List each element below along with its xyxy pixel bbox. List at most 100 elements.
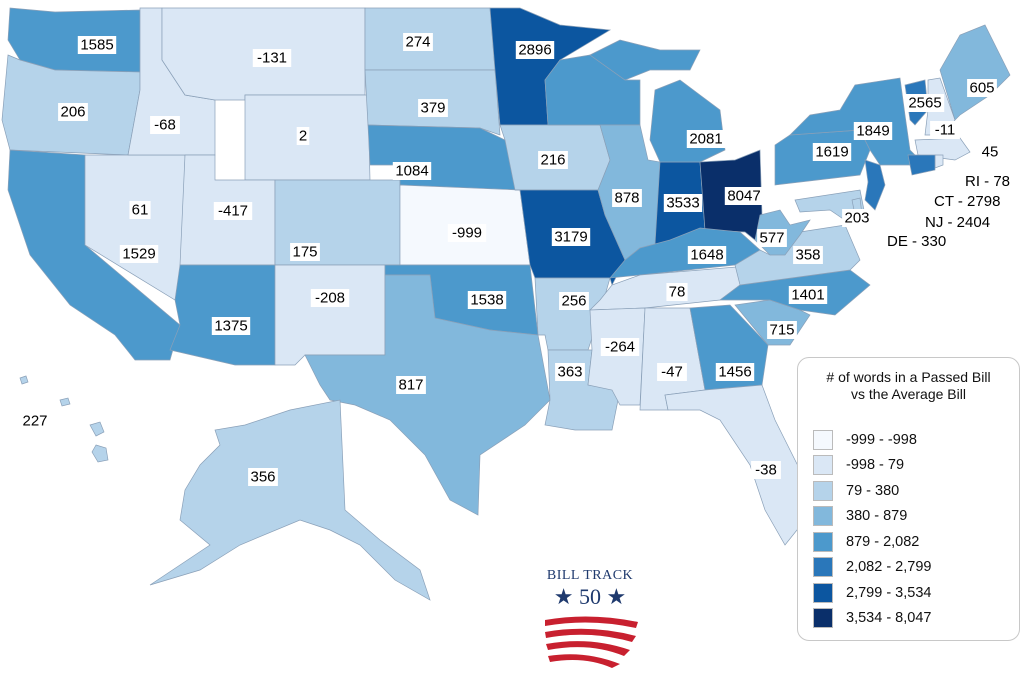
value-label-al: -47 (661, 364, 683, 381)
logo-number: ★ 50 ★ (553, 584, 627, 609)
value-label-tx: 817 (398, 377, 423, 394)
value-label-nm: -208 (315, 290, 345, 307)
legend: # of words in a Passed Bill vs the Avera… (797, 357, 1020, 641)
value-label-ms: -264 (605, 339, 635, 356)
value-label-bg (58, 103, 88, 121)
state-hi[interactable] (91, 444, 109, 463)
callout-label-ri: RI - 78 (965, 173, 1010, 190)
value-label-bg (559, 292, 589, 310)
value-label-nv: 61 (132, 202, 149, 219)
value-label-bg (213, 202, 253, 220)
value-label-bg (967, 79, 997, 97)
value-label-ne: 1084 (395, 163, 428, 180)
value-label-bg (447, 224, 487, 242)
value-label-va: 358 (795, 247, 820, 264)
value-label-wy: 2 (299, 128, 307, 145)
legend-swatch (813, 455, 833, 476)
value-label-bg (396, 376, 426, 394)
legend-item: 2,082 - 2,799 (813, 555, 1019, 581)
state-wi[interactable] (544, 54, 641, 126)
legend-label: 79 - 380 (846, 482, 900, 499)
legend-swatch (813, 506, 833, 527)
value-label-bg (538, 151, 568, 169)
value-label-bg (612, 189, 642, 207)
value-label-vt: 2565 (908, 95, 941, 112)
state-nm[interactable] (274, 264, 386, 366)
state-fl[interactable] (664, 384, 806, 546)
value-label-pa: 1619 (815, 144, 848, 161)
state-me[interactable] (939, 24, 1011, 121)
state-ky[interactable] (609, 227, 761, 279)
value-label-bg (129, 201, 151, 219)
value-label-bg (757, 229, 787, 247)
legend-swatch (813, 557, 833, 578)
state-mi[interactable] (589, 39, 701, 81)
state-ct[interactable] (907, 154, 936, 176)
value-label-bg (930, 121, 960, 139)
value-label-nh: -11 (935, 122, 956, 139)
legend-item: 2,799 - 3,534 (813, 580, 1019, 606)
value-label-ny: 1849 (856, 123, 889, 140)
value-label-bg (687, 246, 727, 264)
value-label-il: 878 (614, 190, 639, 207)
value-label-ok: 1538 (470, 292, 503, 309)
value-label-ga: 1456 (718, 364, 751, 381)
value-label-wa: 1585 (80, 37, 113, 54)
legend-item: 3,534 - 8,047 (813, 606, 1019, 632)
state-ny[interactable] (789, 77, 926, 166)
value-label-bg (310, 289, 350, 307)
legend-item: -999 - -998 (813, 427, 1019, 453)
value-label-bg (77, 36, 117, 54)
legend-label: 2,082 - 2,799 (846, 559, 932, 576)
legend-label: 2,799 - 3,534 (846, 584, 932, 601)
state-ri[interactable] (934, 154, 944, 169)
legend-title: # of words in a Passed Bill vs the Avera… (798, 369, 1019, 403)
legend-swatch (813, 531, 833, 552)
value-label-bg (467, 291, 507, 309)
value-label-ak: 356 (250, 469, 275, 486)
state-hi[interactable] (59, 397, 71, 407)
value-label-bg (296, 127, 310, 145)
value-label-bg (551, 228, 591, 246)
state-hi[interactable] (89, 421, 105, 437)
state-ak[interactable] (149, 399, 431, 601)
value-label-sd: 379 (420, 100, 445, 117)
value-label-bg (715, 363, 755, 381)
value-label-bg (248, 468, 278, 486)
legend-label: -999 - -998 (846, 431, 917, 448)
value-label-in: 3533 (666, 195, 699, 212)
callout-label-de: DE - 330 (887, 233, 946, 250)
value-label-co: 175 (292, 244, 317, 261)
value-label-bg (418, 99, 448, 117)
value-label-bg (751, 461, 781, 479)
value-label-ky: 1648 (690, 247, 723, 264)
state-tx[interactable] (304, 274, 551, 516)
legend-swatch (813, 608, 833, 629)
value-label-mo: 3179 (554, 229, 587, 246)
value-label-nd: 274 (405, 34, 430, 51)
value-label-sc: 715 (769, 322, 794, 339)
state-hi[interactable] (19, 375, 29, 385)
state-mi[interactable] (649, 79, 726, 163)
value-label-mt: -131 (257, 50, 287, 67)
value-label-bg (905, 94, 945, 112)
value-label-ca: 1529 (122, 246, 155, 263)
value-label-bg (290, 243, 320, 261)
state-az[interactable] (169, 264, 276, 366)
value-label-ia: 216 (540, 152, 565, 169)
value-label-bg (686, 130, 726, 148)
legend-title-line2: vs the Average Bill (851, 386, 966, 402)
legend-swatch (813, 429, 833, 450)
value-label-hi: 227 (22, 413, 47, 430)
legend-item: 380 - 879 (813, 504, 1019, 530)
callout-label-nj: NJ - 2404 (925, 214, 990, 231)
value-label-az: 1375 (214, 318, 247, 335)
legend-swatch (813, 480, 833, 501)
legend-swatch (813, 582, 833, 603)
billtrack50-logo: BILL TRACK ★ 50 ★ (540, 568, 640, 668)
value-label-bg (853, 122, 893, 140)
legend-title-line1: # of words in a Passed Bill (826, 369, 991, 385)
state-nj[interactable] (864, 159, 886, 211)
value-label-ma: 45 (982, 144, 999, 161)
